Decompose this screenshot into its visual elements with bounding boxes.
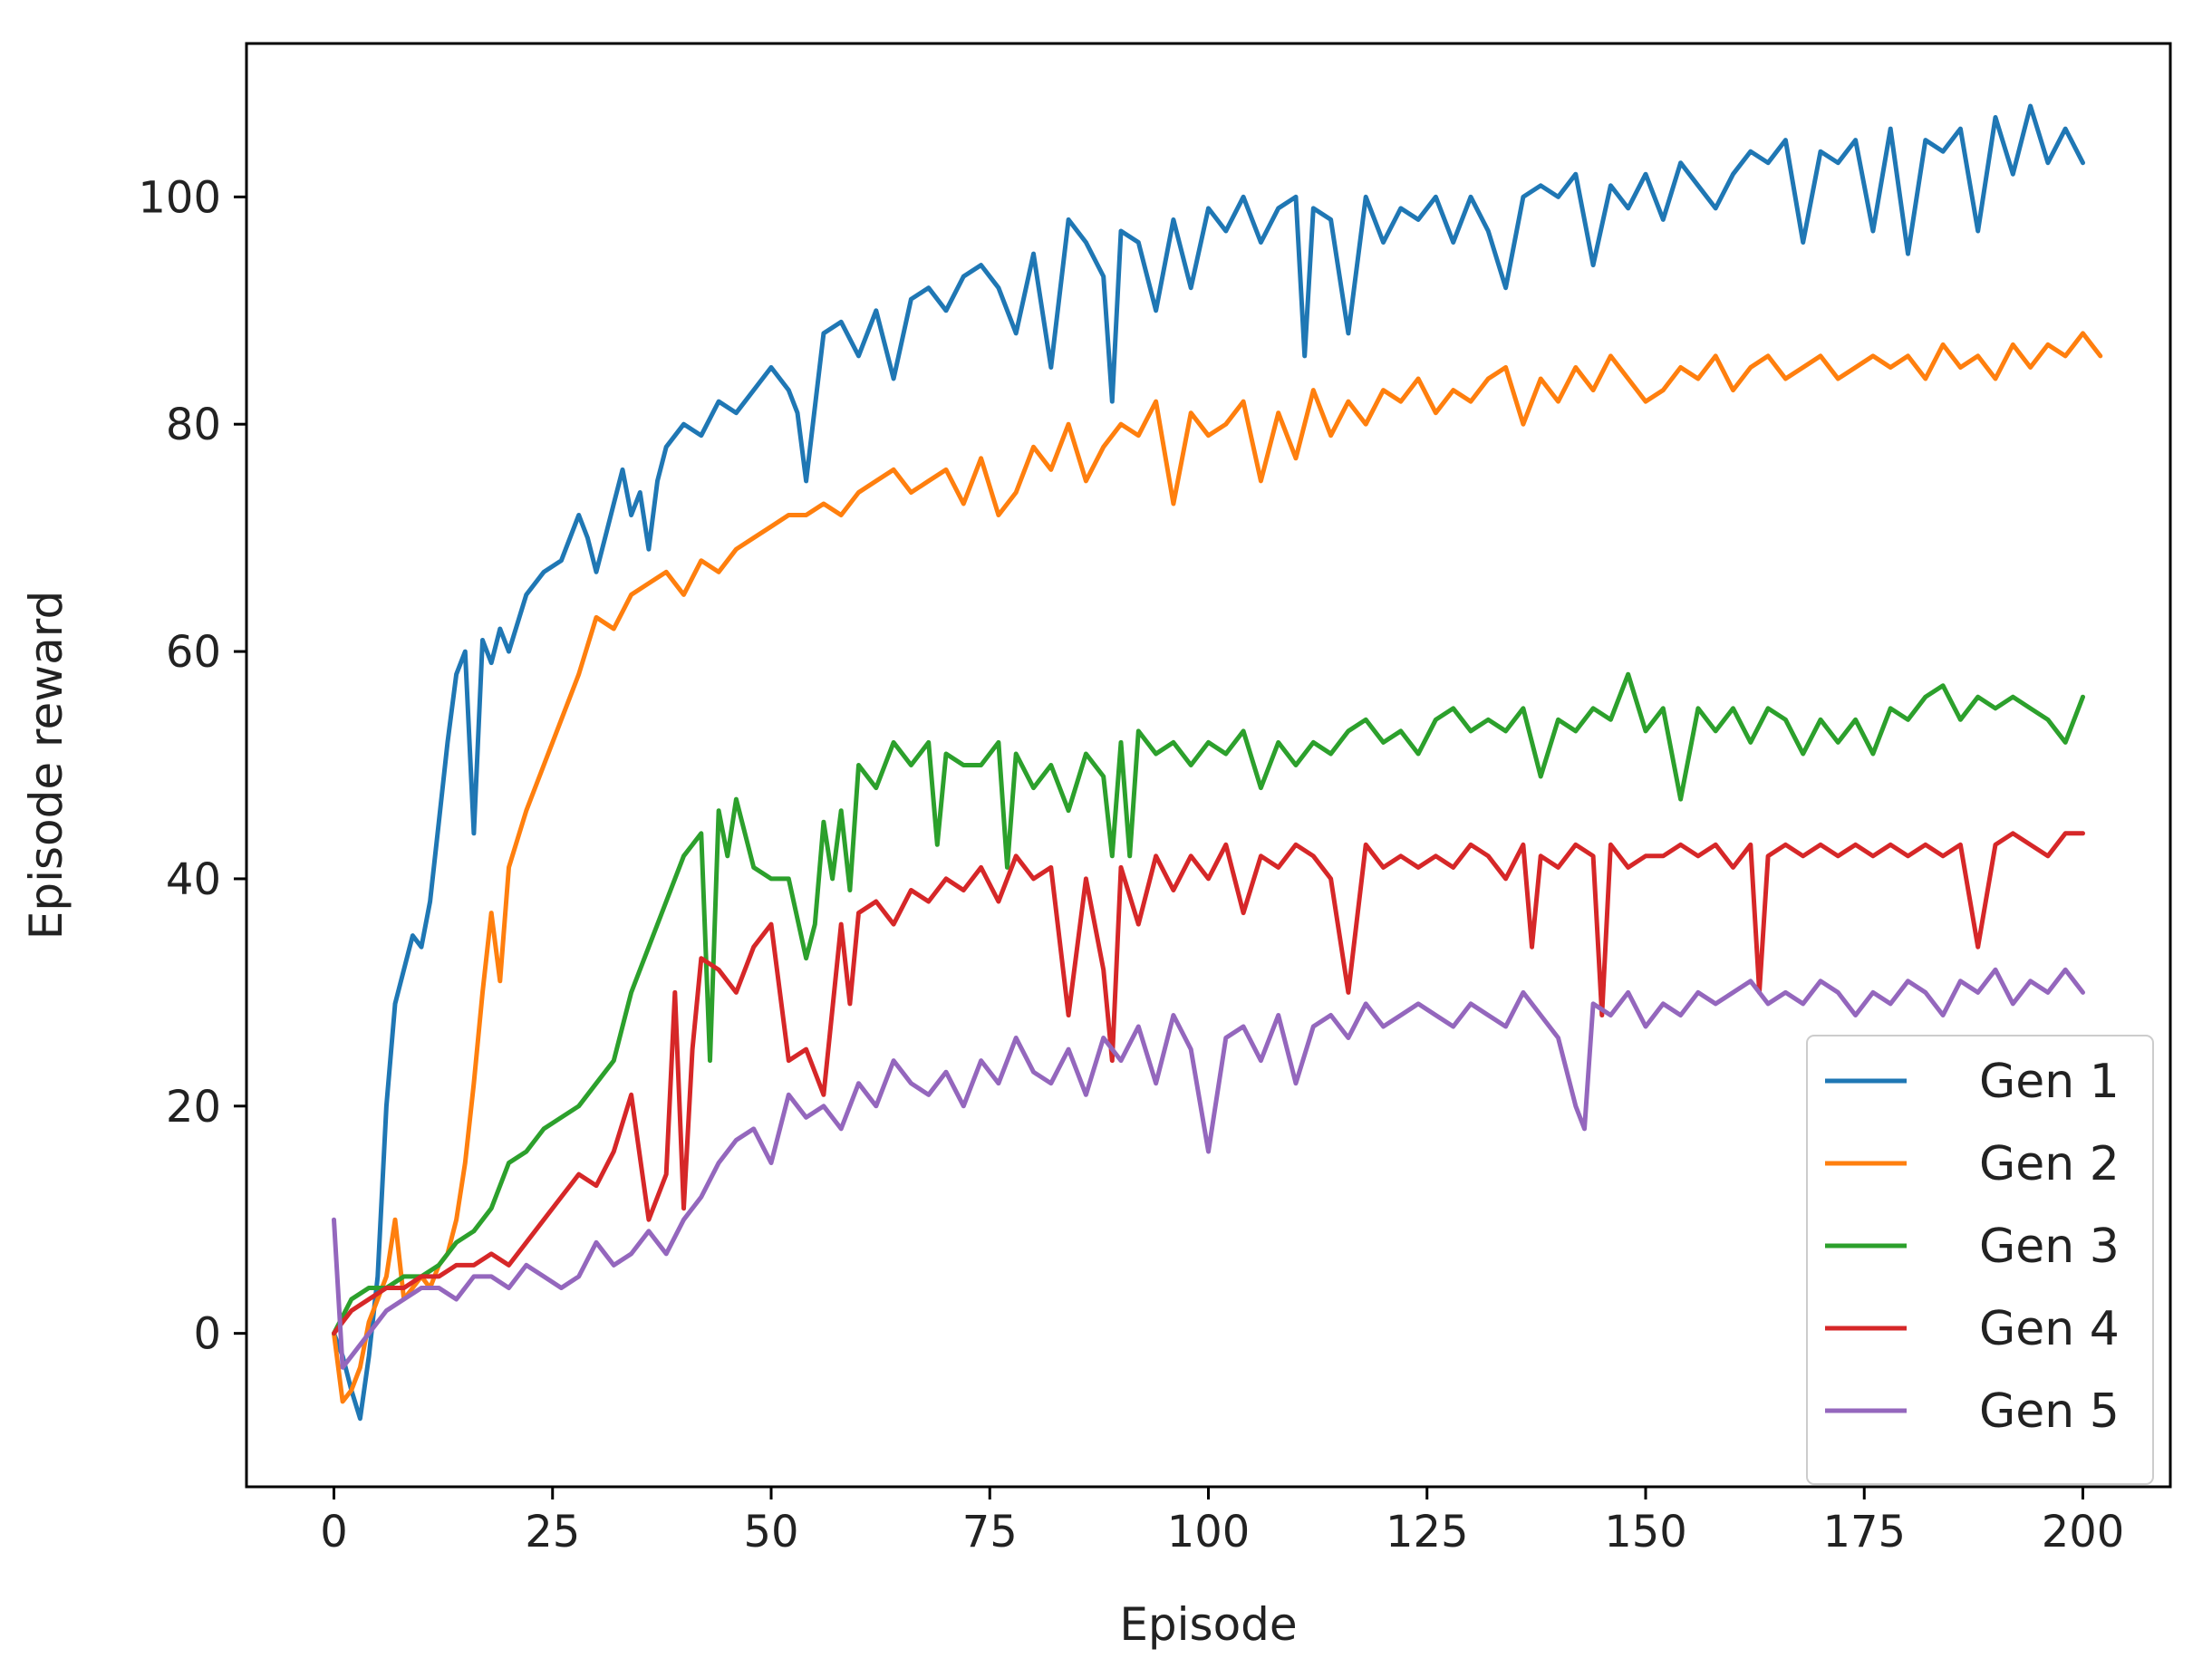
y-tick-label: 0 (193, 1309, 221, 1360)
x-tick-label: 125 (1386, 1507, 1469, 1557)
x-tick-label: 50 (743, 1507, 798, 1557)
legend-label: Gen 3 (1979, 1220, 2120, 1274)
series-line-3 (332, 671, 2085, 1336)
x-tick-label: 150 (1604, 1507, 1687, 1557)
y-tick-label: 40 (166, 854, 221, 905)
series-line-5 (332, 967, 2085, 1370)
y-tick-label: 80 (166, 400, 221, 450)
y-axis-ticks: 0 20 40 60 80 100 (138, 172, 246, 1360)
y-tick-label: 20 (166, 1082, 221, 1133)
x-axis-ticks: 0 25 50 75 100 125 150 175 200 (320, 1487, 2124, 1557)
series-line-2 (332, 331, 2103, 1404)
y-tick-label: 60 (166, 627, 221, 678)
x-tick-label: 100 (1167, 1507, 1251, 1557)
legend-label: Gen 4 (1979, 1302, 2120, 1356)
x-tick-label: 200 (2042, 1507, 2125, 1557)
y-tick-label: 100 (138, 172, 221, 223)
legend-label: Gen 5 (1979, 1384, 2120, 1439)
legend-box (1806, 1035, 2154, 1485)
x-tick-label: 25 (525, 1507, 580, 1557)
x-tick-label: 0 (320, 1507, 348, 1557)
legend-label: Gen 1 (1979, 1055, 2120, 1109)
x-axis-label: Episode (1119, 1598, 1297, 1651)
legend-label: Gen 2 (1979, 1137, 2120, 1191)
series-line-4 (332, 831, 2085, 1336)
y-axis-label: Episode reward (20, 591, 72, 940)
x-tick-label: 75 (962, 1507, 1018, 1557)
x-tick-label: 175 (1822, 1507, 1906, 1557)
series-layer (332, 103, 2103, 1422)
legend: Gen 1 Gen 2 Gen 3 Gen 4 Gen 5 (1806, 1035, 2154, 1485)
series-line-1 (332, 103, 2085, 1422)
